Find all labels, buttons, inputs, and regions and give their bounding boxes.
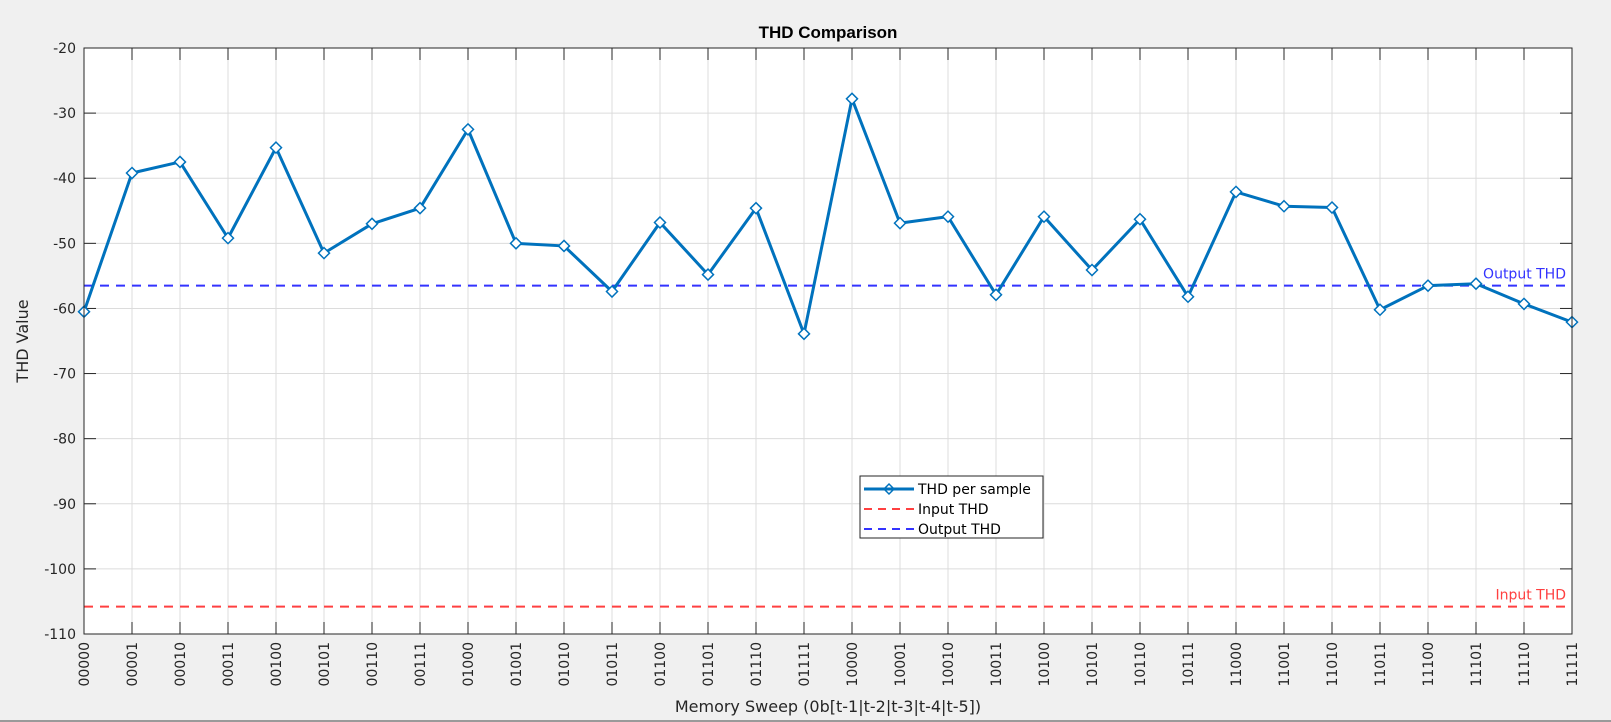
y-tick-label: -70 [53,367,76,383]
data-point [701,268,715,282]
data-point [989,288,1003,302]
x-tick-label: 10100 [1037,642,1053,687]
x-tick-label: 01101 [701,642,717,687]
y-tick-label: -80 [53,432,76,448]
data-point [1421,279,1435,293]
x-tick-label: 11010 [1325,642,1341,687]
data-point [269,141,283,155]
x-axis-label: Memory Sweep (0b[t-1|t-2|t-3|t-4|t-5]) [675,697,981,716]
x-tick-label: 11001 [1277,642,1293,687]
y-axis-label: THD Value [13,299,32,383]
x-tick-label: 10001 [893,642,909,687]
x-tick-label: 11000 [1229,642,1245,687]
window-bottom-border [0,720,1611,722]
data-point [797,327,811,341]
data-point [461,122,475,136]
x-tick-label: 01011 [605,642,621,687]
x-tick-label: 11110 [1517,642,1533,687]
data-point [1517,297,1531,311]
data-point [1229,185,1243,199]
reference-label-output-thd: Output THD [1483,267,1566,283]
grid-lines [83,47,1573,635]
y-tick-label: -20 [53,41,76,57]
data-point [125,166,139,180]
x-tick-label: 11100 [1421,642,1437,687]
data-point [1133,212,1147,226]
x-tick-label: 11111 [1565,642,1581,687]
x-tick-label: 10110 [1133,642,1149,687]
x-tick-label: 00001 [125,642,141,687]
x-tick-label: 00100 [269,642,285,687]
data-point [1373,303,1387,317]
data-point [1469,277,1483,291]
data-point [653,215,667,230]
x-tick-label: 10011 [989,642,1005,687]
legend-label-series: THD per sample [917,482,1031,498]
x-tick-label: 00011 [221,642,237,687]
y-tick-label: -60 [53,301,76,317]
x-tick-label: 10000 [845,642,861,687]
x-tick-label: 11011 [1373,642,1389,687]
legend-label-output-thd: Output THD [918,522,1001,538]
data-point [221,231,235,245]
y-tick-label: -40 [53,171,76,187]
x-tick-label: 00111 [413,642,429,687]
y-tick-labels: -20 -30 -40 -50 -60 -70 -80 -90 -100 -110 [44,41,76,643]
x-tick-label: 01000 [461,642,477,687]
data-point [1181,290,1195,304]
data-point [413,201,427,215]
x-tick-label: 01111 [797,642,813,687]
x-tick-label: 01010 [557,642,573,687]
data-point [1277,199,1291,213]
data-point [365,217,379,231]
x-tick-label: 10101 [1085,642,1101,687]
data-point [557,239,571,253]
x-tick-label: 01110 [749,642,765,687]
data-point [509,236,523,250]
plot-background [84,48,1572,634]
data-series [77,92,1579,341]
data-point [317,246,331,260]
chart-title: THD Comparison [759,23,898,42]
reference-label-input-thd: Input THD [1495,588,1566,604]
x-tick-label: 10111 [1181,642,1197,687]
data-point [893,216,907,230]
x-tick-label: 00000 [77,642,93,687]
plot-box [83,47,1573,635]
y-tick-label: -100 [44,562,76,578]
data-point [845,92,859,106]
legend: THD per sample Input THD Output THD [859,475,1044,539]
legend-marker-diamond [882,482,896,496]
x-tick-label: 11101 [1469,642,1485,687]
x-tick-label: 10010 [941,642,957,687]
data-point [605,284,619,299]
series-line [82,97,1573,336]
data-point [941,210,955,224]
reference-lines: Input THD Output THD [84,267,1572,608]
data-point [1037,210,1051,224]
data-point [1085,263,1099,277]
x-tick-labels: 00000 00001 00010 00011 00100 00101 00110 00111… [77,642,1581,687]
x-tick-label: 01100 [653,642,669,687]
y-tick-label: -90 [53,497,76,513]
y-tick-label: -110 [44,627,76,643]
data-point [749,201,763,215]
data-point [173,155,187,169]
y-tick-label: -50 [53,236,76,252]
y-tick-label: -30 [53,106,76,122]
x-tick-label: 01001 [509,642,525,687]
x-tick-label: 00101 [317,642,333,687]
data-point [1325,200,1339,215]
x-tick-label: 00110 [365,642,381,687]
x-tick-label: 00010 [173,642,189,687]
legend-label-input-thd: Input THD [918,502,989,518]
